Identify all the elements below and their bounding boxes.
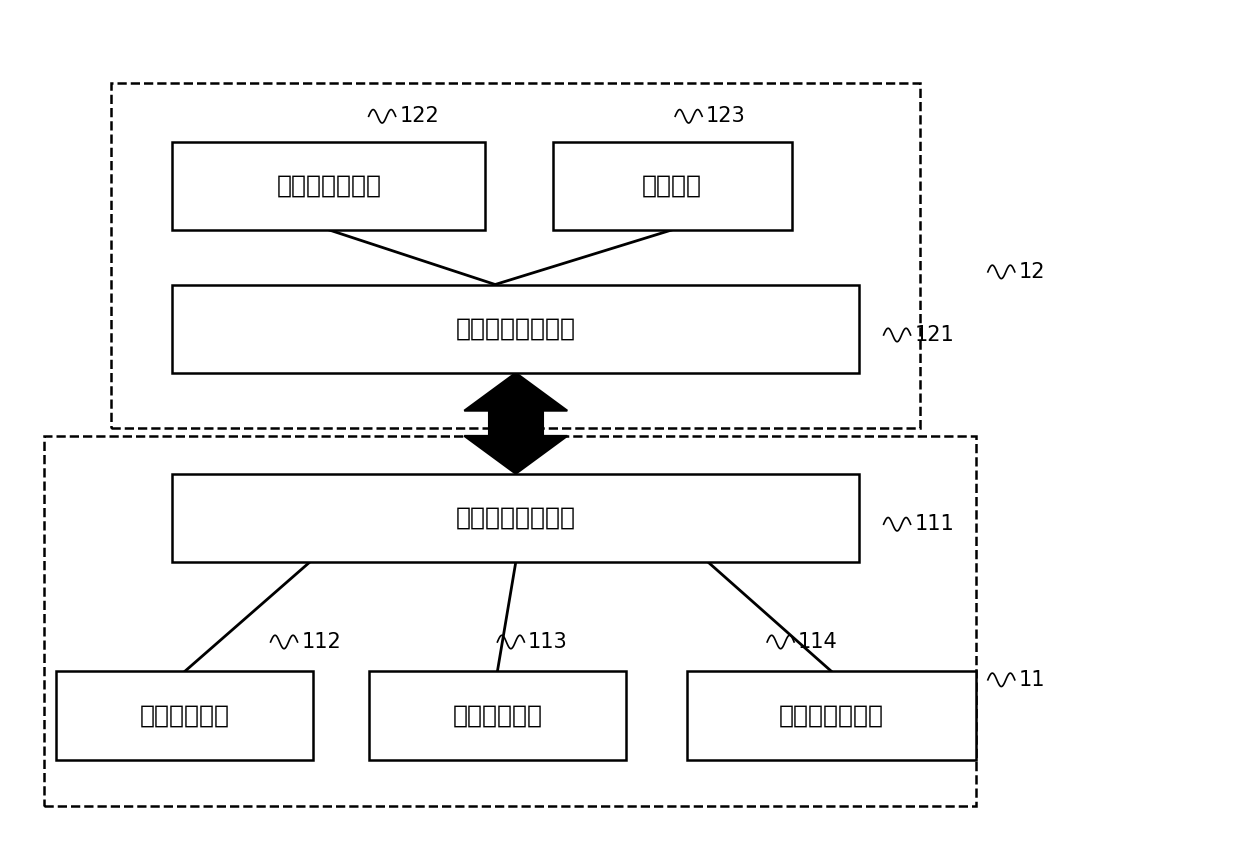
Polygon shape [464,436,567,474]
Bar [112,83,920,428]
Text: 123: 123 [706,106,745,127]
Bar [489,410,543,436]
Text: 121: 121 [914,325,954,345]
Bar [172,474,859,562]
Bar [172,285,859,373]
Bar [56,671,314,760]
Text: 114: 114 [797,632,837,652]
Text: 传感器控制模块: 传感器控制模块 [779,704,884,728]
Text: 12: 12 [1018,262,1045,282]
Bar [553,142,791,230]
Bar [172,142,485,230]
Text: 11: 11 [1018,669,1045,690]
Polygon shape [464,373,567,410]
Text: 第二电子控制单元: 第二电子控制单元 [456,316,575,340]
Text: 影像系统: 影像系统 [642,174,702,198]
Bar [687,671,976,760]
Text: 身份识别模块: 身份识别模块 [453,704,542,728]
Text: 第一电子控制单元: 第一电子控制单元 [456,506,575,530]
Text: 122: 122 [399,106,439,127]
Text: 113: 113 [528,632,568,652]
Text: 112: 112 [301,632,341,652]
Text: 通信及定位系统: 通信及定位系统 [277,174,381,198]
Text: 电池管理模块: 电池管理模块 [140,704,229,728]
Bar [368,671,626,760]
Text: 111: 111 [914,514,954,534]
Bar [43,436,976,806]
